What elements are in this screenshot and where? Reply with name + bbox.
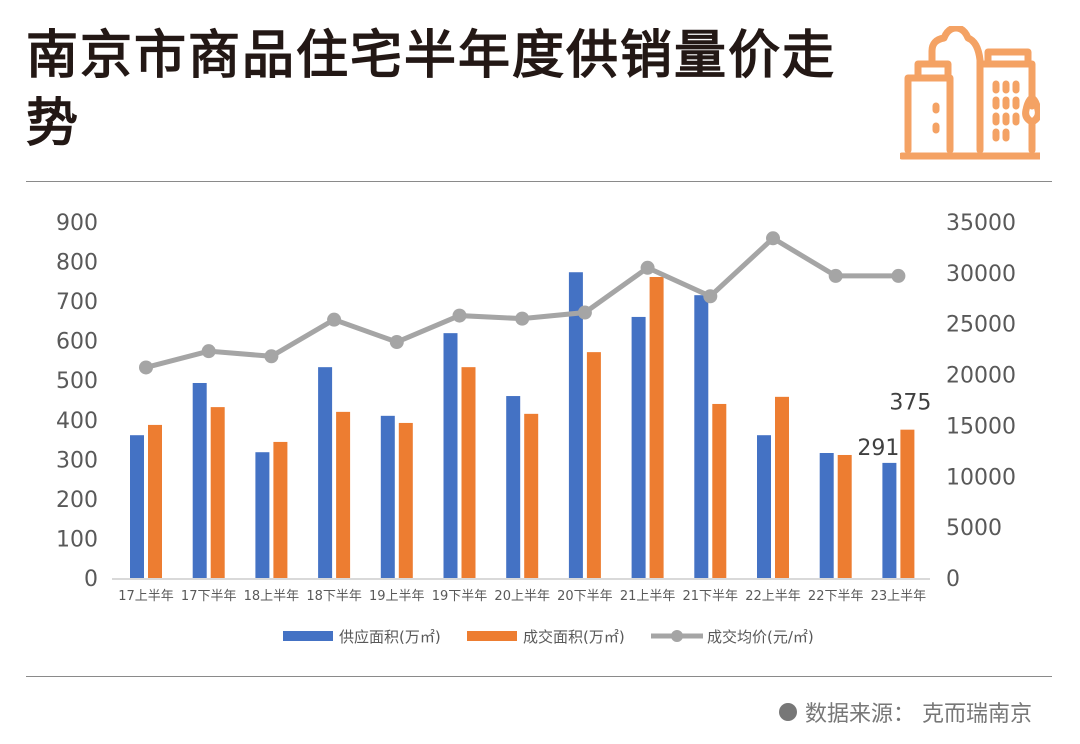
bottom-divider (26, 676, 1052, 677)
city-buildings-icon (898, 24, 1046, 166)
bar-supply (130, 435, 144, 578)
data-label: 291 (857, 436, 899, 461)
bar-sales (524, 413, 539, 578)
bar-sales (712, 403, 727, 578)
bar-sales (148, 424, 162, 578)
y-left-tick-label: 200 (56, 488, 98, 513)
y-right-tick-label: 5000 (946, 516, 1002, 541)
x-tick-label: 18上半年 (244, 589, 300, 604)
y-left-tick-label: 400 (56, 409, 98, 434)
bar-sales (210, 407, 225, 578)
x-tick-label: 22下半年 (808, 589, 864, 604)
bar-supply (694, 295, 709, 578)
y-left-tick-label: 300 (56, 448, 98, 473)
price-point (703, 289, 718, 304)
bar-supply (318, 367, 333, 578)
price-point (327, 312, 342, 327)
bar-sales (837, 454, 852, 578)
x-tick-label: 20上半年 (494, 589, 550, 604)
y-left-tick-label: 0 (84, 567, 98, 592)
price-point (766, 231, 780, 246)
x-tick-label: 21下半年 (683, 589, 739, 604)
price-point (828, 268, 843, 283)
page-title: 南京市商品住宅半年度供销量价走势 (26, 26, 837, 154)
y-right-tick-label: 35000 (946, 211, 1016, 236)
legend-marker (671, 630, 683, 642)
legend-swatch (283, 631, 333, 641)
bar-supply (882, 462, 897, 578)
x-tick-label: 21上半年 (620, 589, 676, 604)
bar-sales (649, 276, 664, 578)
legend-swatch (467, 631, 517, 641)
y-left-tick-label: 700 (56, 290, 98, 315)
source-note: 数据来源： 克而瑞南京 (779, 696, 1032, 728)
bar-supply (255, 452, 270, 578)
price-point (139, 360, 153, 375)
y-right-tick-label: 15000 (946, 414, 1016, 439)
data-label: 375 (889, 391, 931, 416)
y-left-tick-label: 500 (56, 369, 98, 394)
bar-sales (586, 352, 601, 578)
y-right-tick-label: 0 (946, 567, 960, 592)
legend-label: 供应面积(万㎡) (339, 628, 441, 646)
y-left-tick-label: 600 (56, 330, 98, 355)
bar-sales (461, 367, 476, 578)
bar-supply (631, 316, 646, 578)
price-line (145, 235, 899, 370)
bar-sales (775, 396, 789, 578)
price-point (201, 344, 216, 359)
x-tick-label: 22上半年 (745, 589, 801, 604)
y-left-tick-label: 900 (56, 211, 98, 236)
price-point (891, 268, 906, 283)
price-point (389, 335, 404, 350)
legend-label: 成交面积(万㎡) (523, 628, 625, 646)
bar-supply (757, 435, 771, 578)
supply-sales-chart: 0 100 200 300 400 500 600 700 800 900 0 5000 10000 15… (56, 211, 1016, 646)
x-tick-label: 20下半年 (557, 589, 613, 604)
price-point (515, 311, 530, 326)
bar-supply (506, 396, 521, 578)
bar-sales (398, 422, 413, 578)
y-right-tick-label: 10000 (946, 465, 1016, 490)
y-right-tick-label: 25000 (946, 313, 1016, 338)
bar-supply (568, 272, 583, 578)
bar-supply (819, 453, 834, 578)
x-tick-label: 17上半年 (118, 589, 174, 604)
y-left-tick-label: 800 (56, 251, 98, 276)
price-point (640, 260, 655, 275)
price-point (577, 305, 592, 320)
y-left-tick-label: 100 (56, 527, 98, 552)
bar-supply (443, 333, 458, 578)
x-tick-label: 19下半年 (432, 589, 488, 604)
x-tick-label: 17下半年 (181, 589, 237, 604)
bar-sales (273, 441, 288, 578)
x-tick-label: 19上半年 (369, 589, 425, 604)
legend-label: 成交均价(元/㎡) (707, 628, 814, 646)
x-tick-label: 23上半年 (871, 589, 927, 604)
y-right-tick-label: 20000 (946, 364, 1016, 389)
bar-sales (336, 411, 351, 578)
bar-sales (900, 429, 915, 578)
source-text: 数据来源： 克而瑞南京 (805, 702, 1032, 727)
bar-supply (192, 382, 207, 578)
bar-supply (380, 415, 395, 578)
top-divider (26, 181, 1052, 182)
price-point (264, 349, 279, 364)
y-right-tick-label: 30000 (946, 262, 1016, 287)
x-tick-label: 18下半年 (306, 589, 362, 604)
price-point (452, 308, 467, 323)
bullet-icon (779, 703, 797, 721)
